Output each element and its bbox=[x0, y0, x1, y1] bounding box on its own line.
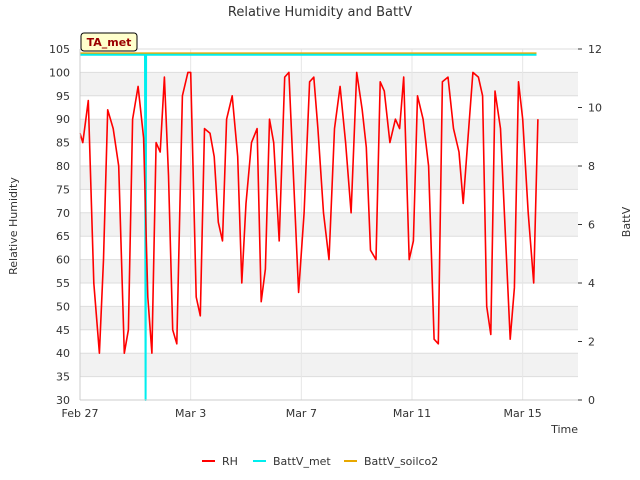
y-tick-label: 50 bbox=[56, 300, 70, 313]
y2-axis-label: BattV bbox=[620, 206, 633, 237]
y-tick-label: 45 bbox=[56, 324, 70, 337]
y-tick-label: 80 bbox=[56, 160, 70, 173]
y2-tick-label: 8 bbox=[588, 160, 595, 173]
x-tick-label: Mar 3 bbox=[175, 407, 206, 420]
x-tick-label: Mar 11 bbox=[393, 407, 431, 420]
legend: RH BattV_met BattV_soilco2 bbox=[202, 455, 438, 468]
y2-tick-label: 4 bbox=[588, 277, 595, 290]
y-tick-label: 100 bbox=[49, 66, 70, 79]
y-tick-labels: 30 35 40 45 50 55 60 65 70 75 80 85 90 95 100 105 bbox=[49, 43, 70, 407]
y-tick-label: 65 bbox=[56, 230, 70, 243]
grid-band bbox=[80, 166, 578, 190]
y2-tick-labels: 0 2 4 6 8 10 12 bbox=[578, 43, 602, 407]
grid-band bbox=[80, 259, 578, 283]
grid-band bbox=[80, 212, 578, 237]
y-tick-label: 30 bbox=[56, 394, 70, 407]
y2-tick-label: 6 bbox=[588, 219, 595, 232]
annotation-label: TA_met bbox=[87, 36, 132, 49]
y-tick-label: 85 bbox=[56, 137, 70, 150]
x-axis-label: Time bbox=[550, 423, 578, 436]
y-tick-label: 60 bbox=[56, 254, 70, 267]
y-tick-label: 40 bbox=[56, 347, 70, 360]
legend-label-battv-met: BattV_met bbox=[273, 455, 331, 468]
y-tick-label: 70 bbox=[56, 207, 70, 220]
y2-tick-label: 10 bbox=[588, 102, 602, 115]
y-tick-label: 35 bbox=[56, 371, 70, 384]
annotation-box: TA_met bbox=[80, 32, 138, 52]
x-tick-label: Feb 27 bbox=[62, 407, 99, 420]
x-tick-label: Mar 7 bbox=[286, 407, 317, 420]
legend-label-rh: RH bbox=[222, 455, 238, 468]
y2-tick-label: 0 bbox=[588, 394, 595, 407]
legend-label-battv-soilco2: BattV_soilco2 bbox=[364, 455, 438, 468]
y2-tick-label: 12 bbox=[588, 43, 602, 56]
y-tick-label: 55 bbox=[56, 277, 70, 290]
axes bbox=[79, 49, 578, 401]
y-tick-label: 105 bbox=[49, 43, 70, 56]
grid-band bbox=[80, 306, 578, 330]
chart-title: Relative Humidity and BattV bbox=[228, 5, 412, 20]
x-tick-label: Mar 15 bbox=[504, 407, 542, 420]
y-tick-label: 75 bbox=[56, 183, 70, 196]
grid-bands bbox=[80, 72, 578, 377]
y-axis-label: Relative Humidity bbox=[7, 177, 20, 275]
series-line-rh bbox=[79, 71, 539, 355]
grid-band bbox=[80, 353, 578, 377]
grid-band bbox=[80, 119, 578, 143]
grid-band bbox=[80, 72, 578, 96]
y-tick-label: 95 bbox=[56, 90, 70, 103]
y2-tick-label: 2 bbox=[588, 336, 595, 349]
x-tick-labels: Feb 27 Mar 3 Mar 7 Mar 11 Mar 15 bbox=[62, 407, 542, 420]
y-tick-label: 90 bbox=[56, 113, 70, 126]
